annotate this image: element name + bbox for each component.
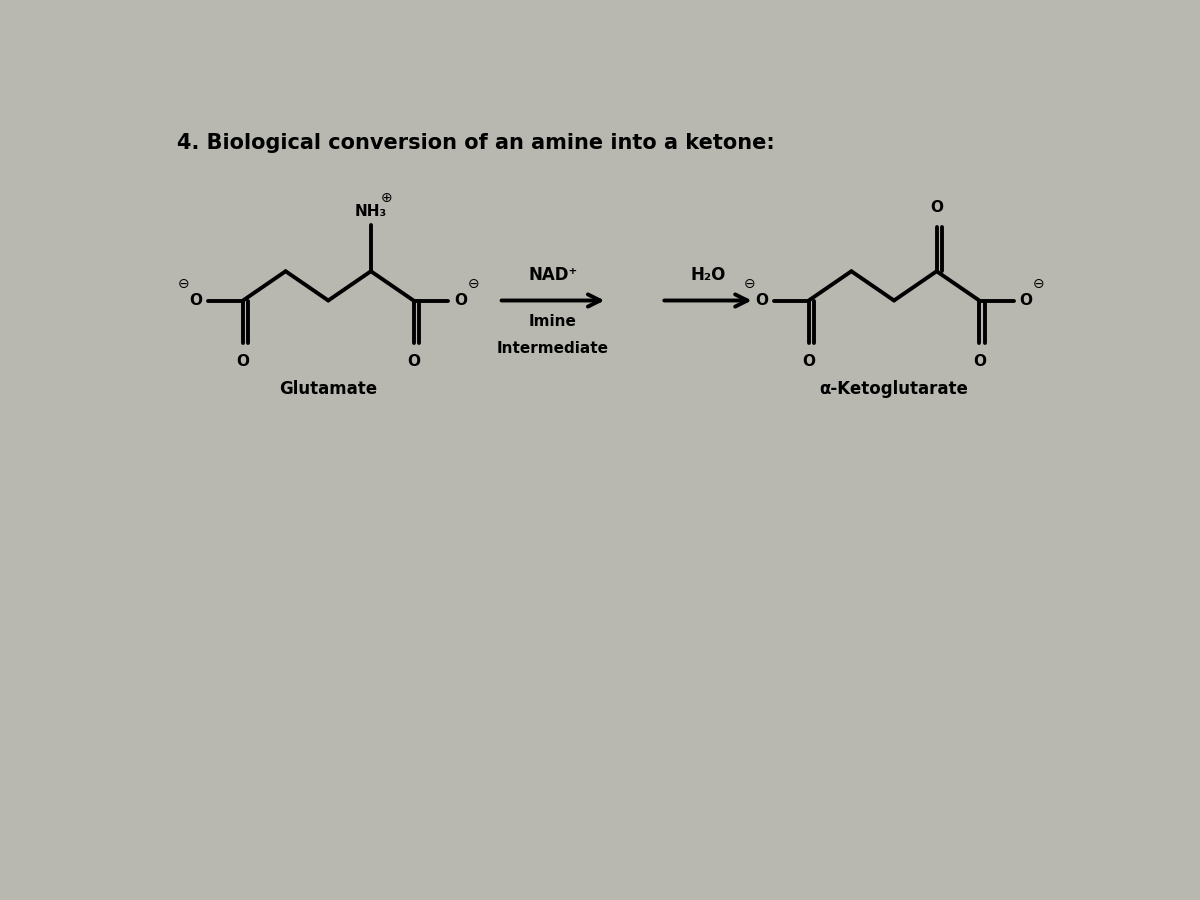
- Text: ⊖: ⊖: [467, 276, 479, 291]
- Text: O: O: [407, 355, 420, 369]
- Text: Imine: Imine: [529, 314, 577, 329]
- Text: O: O: [756, 293, 768, 308]
- Text: Intermediate: Intermediate: [497, 340, 610, 356]
- Text: H₂O: H₂O: [690, 266, 726, 284]
- Text: O: O: [973, 355, 985, 369]
- Text: α-Ketoglutarate: α-Ketoglutarate: [820, 380, 968, 398]
- Text: ⊖: ⊖: [743, 276, 755, 291]
- Text: O: O: [190, 293, 203, 308]
- Text: 4. Biological conversion of an amine into a ketone:: 4. Biological conversion of an amine int…: [178, 132, 775, 153]
- Text: O: O: [454, 293, 467, 308]
- Text: NH₃: NH₃: [355, 204, 386, 219]
- Text: O: O: [236, 355, 250, 369]
- Text: Glutamate: Glutamate: [280, 380, 377, 398]
- Text: ⊕: ⊕: [380, 191, 392, 205]
- Text: O: O: [803, 355, 815, 369]
- Text: NAD⁺: NAD⁺: [528, 266, 577, 284]
- Text: ⊖: ⊖: [1033, 276, 1045, 291]
- Text: O: O: [930, 200, 943, 215]
- Text: ⊖: ⊖: [178, 276, 190, 291]
- Text: O: O: [1020, 293, 1032, 308]
